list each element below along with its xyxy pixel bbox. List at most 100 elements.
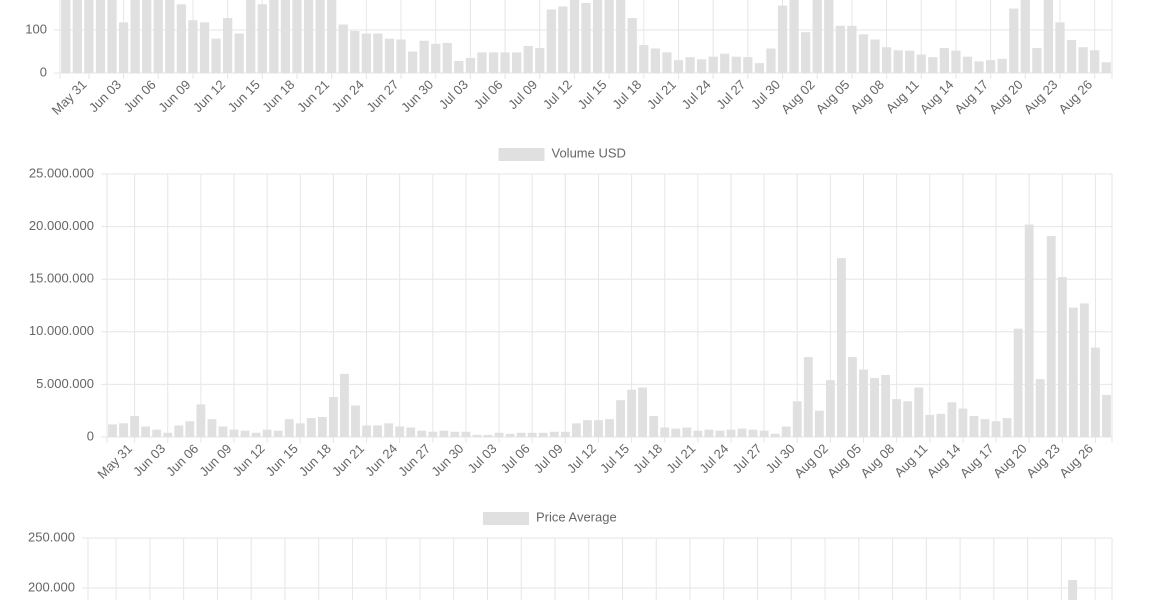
x-tick-label: Jul 06 <box>498 441 533 476</box>
bar <box>980 419 990 437</box>
x-tick-label: Jun 18 <box>259 77 297 115</box>
bar <box>859 369 868 437</box>
bar <box>407 51 418 73</box>
bar <box>1066 39 1077 73</box>
bar <box>384 423 394 437</box>
bar <box>662 52 672 73</box>
x-tick-label: Aug 11 <box>891 441 930 480</box>
bar <box>571 423 581 437</box>
bar <box>505 433 515 437</box>
bar <box>781 426 791 437</box>
x-tick-label: Aug 26 <box>1055 77 1095 117</box>
y-tick-label: 250.000 <box>28 529 75 544</box>
legend-label: Volume USD <box>552 145 626 160</box>
bar <box>997 58 1007 73</box>
bar <box>269 0 279 74</box>
bar <box>560 431 570 437</box>
bar <box>737 428 747 437</box>
bar <box>958 408 968 437</box>
bar <box>903 401 913 437</box>
bar <box>280 0 291 74</box>
bar <box>704 429 714 437</box>
bar <box>969 415 979 437</box>
bar <box>130 0 140 74</box>
bar <box>199 22 210 73</box>
x-tick-label: Jul 24 <box>696 441 731 476</box>
bar <box>338 24 348 73</box>
bar <box>373 425 382 437</box>
bar <box>743 57 753 73</box>
bar <box>107 0 117 74</box>
bar <box>582 420 592 437</box>
bar <box>234 33 244 73</box>
legend-label: Price Average <box>536 509 617 524</box>
bar <box>327 0 337 74</box>
x-tick-label: Jul 06 <box>470 77 505 112</box>
bar <box>812 0 822 74</box>
bar <box>396 39 406 73</box>
bar <box>257 4 267 73</box>
bar <box>516 432 526 437</box>
bar <box>766 48 776 73</box>
x-tick-label: May 31 <box>94 441 135 482</box>
y-tick-label: 100 <box>25 21 47 36</box>
x-tick-label: Jun 24 <box>362 441 400 479</box>
bar <box>207 419 217 437</box>
x-tick-label: Jul 03 <box>464 441 499 476</box>
bar <box>939 48 949 73</box>
bar <box>535 48 545 73</box>
bar <box>152 429 162 437</box>
x-tick-label: Jul 15 <box>597 441 632 476</box>
bar <box>789 0 799 74</box>
y-tick-label: 5.000.000 <box>36 376 94 391</box>
bar <box>616 0 626 74</box>
bar <box>538 432 548 437</box>
x-tick-label: Jul 09 <box>531 441 566 476</box>
x-tick-label: Jun 09 <box>155 77 193 115</box>
x-tick-label: Aug 20 <box>990 441 1030 481</box>
y-tick-label: 0 <box>87 428 94 443</box>
x-tick-label: Jul 24 <box>679 77 714 112</box>
x-tick-label: Aug 02 <box>791 441 831 481</box>
bar <box>639 45 649 73</box>
x-tick-label: Jul 18 <box>609 77 644 112</box>
x-tick-label: Jul 03 <box>436 77 471 112</box>
bar <box>592 0 603 74</box>
bar <box>292 0 302 74</box>
bar <box>163 432 173 437</box>
x-tick-label: Aug 17 <box>951 77 991 117</box>
bar <box>947 402 957 437</box>
bar <box>284 419 294 437</box>
bar <box>1068 580 1078 600</box>
bar <box>814 410 824 437</box>
bar <box>759 430 769 437</box>
bar <box>1102 394 1111 437</box>
bar <box>985 60 996 73</box>
bar <box>951 50 961 73</box>
x-tick-label: Jul 12 <box>540 77 575 112</box>
bar <box>928 57 938 73</box>
bar <box>1043 0 1054 74</box>
x-tick-label: Jun 15 <box>263 441 301 479</box>
bar <box>454 60 464 73</box>
bar <box>1020 0 1030 74</box>
x-tick-label: Jun 12 <box>190 77 228 115</box>
y-tick-label: 200.000 <box>28 579 75 594</box>
bar <box>848 357 857 437</box>
x-tick-label: Jun 03 <box>130 441 168 479</box>
bar <box>936 413 946 437</box>
bar <box>777 5 788 74</box>
bar <box>605 419 614 437</box>
x-tick-label: Jun 27 <box>395 441 433 479</box>
bar <box>558 6 568 73</box>
bar <box>1078 47 1088 73</box>
bar <box>925 414 935 437</box>
bar <box>604 0 614 74</box>
bar <box>361 33 371 73</box>
bar <box>108 424 117 437</box>
bar <box>240 430 250 437</box>
bar <box>837 258 846 437</box>
y-tick-label: 25.000.000 <box>29 165 94 180</box>
bar <box>881 47 892 73</box>
x-tick-label: Jul 21 <box>663 441 698 476</box>
